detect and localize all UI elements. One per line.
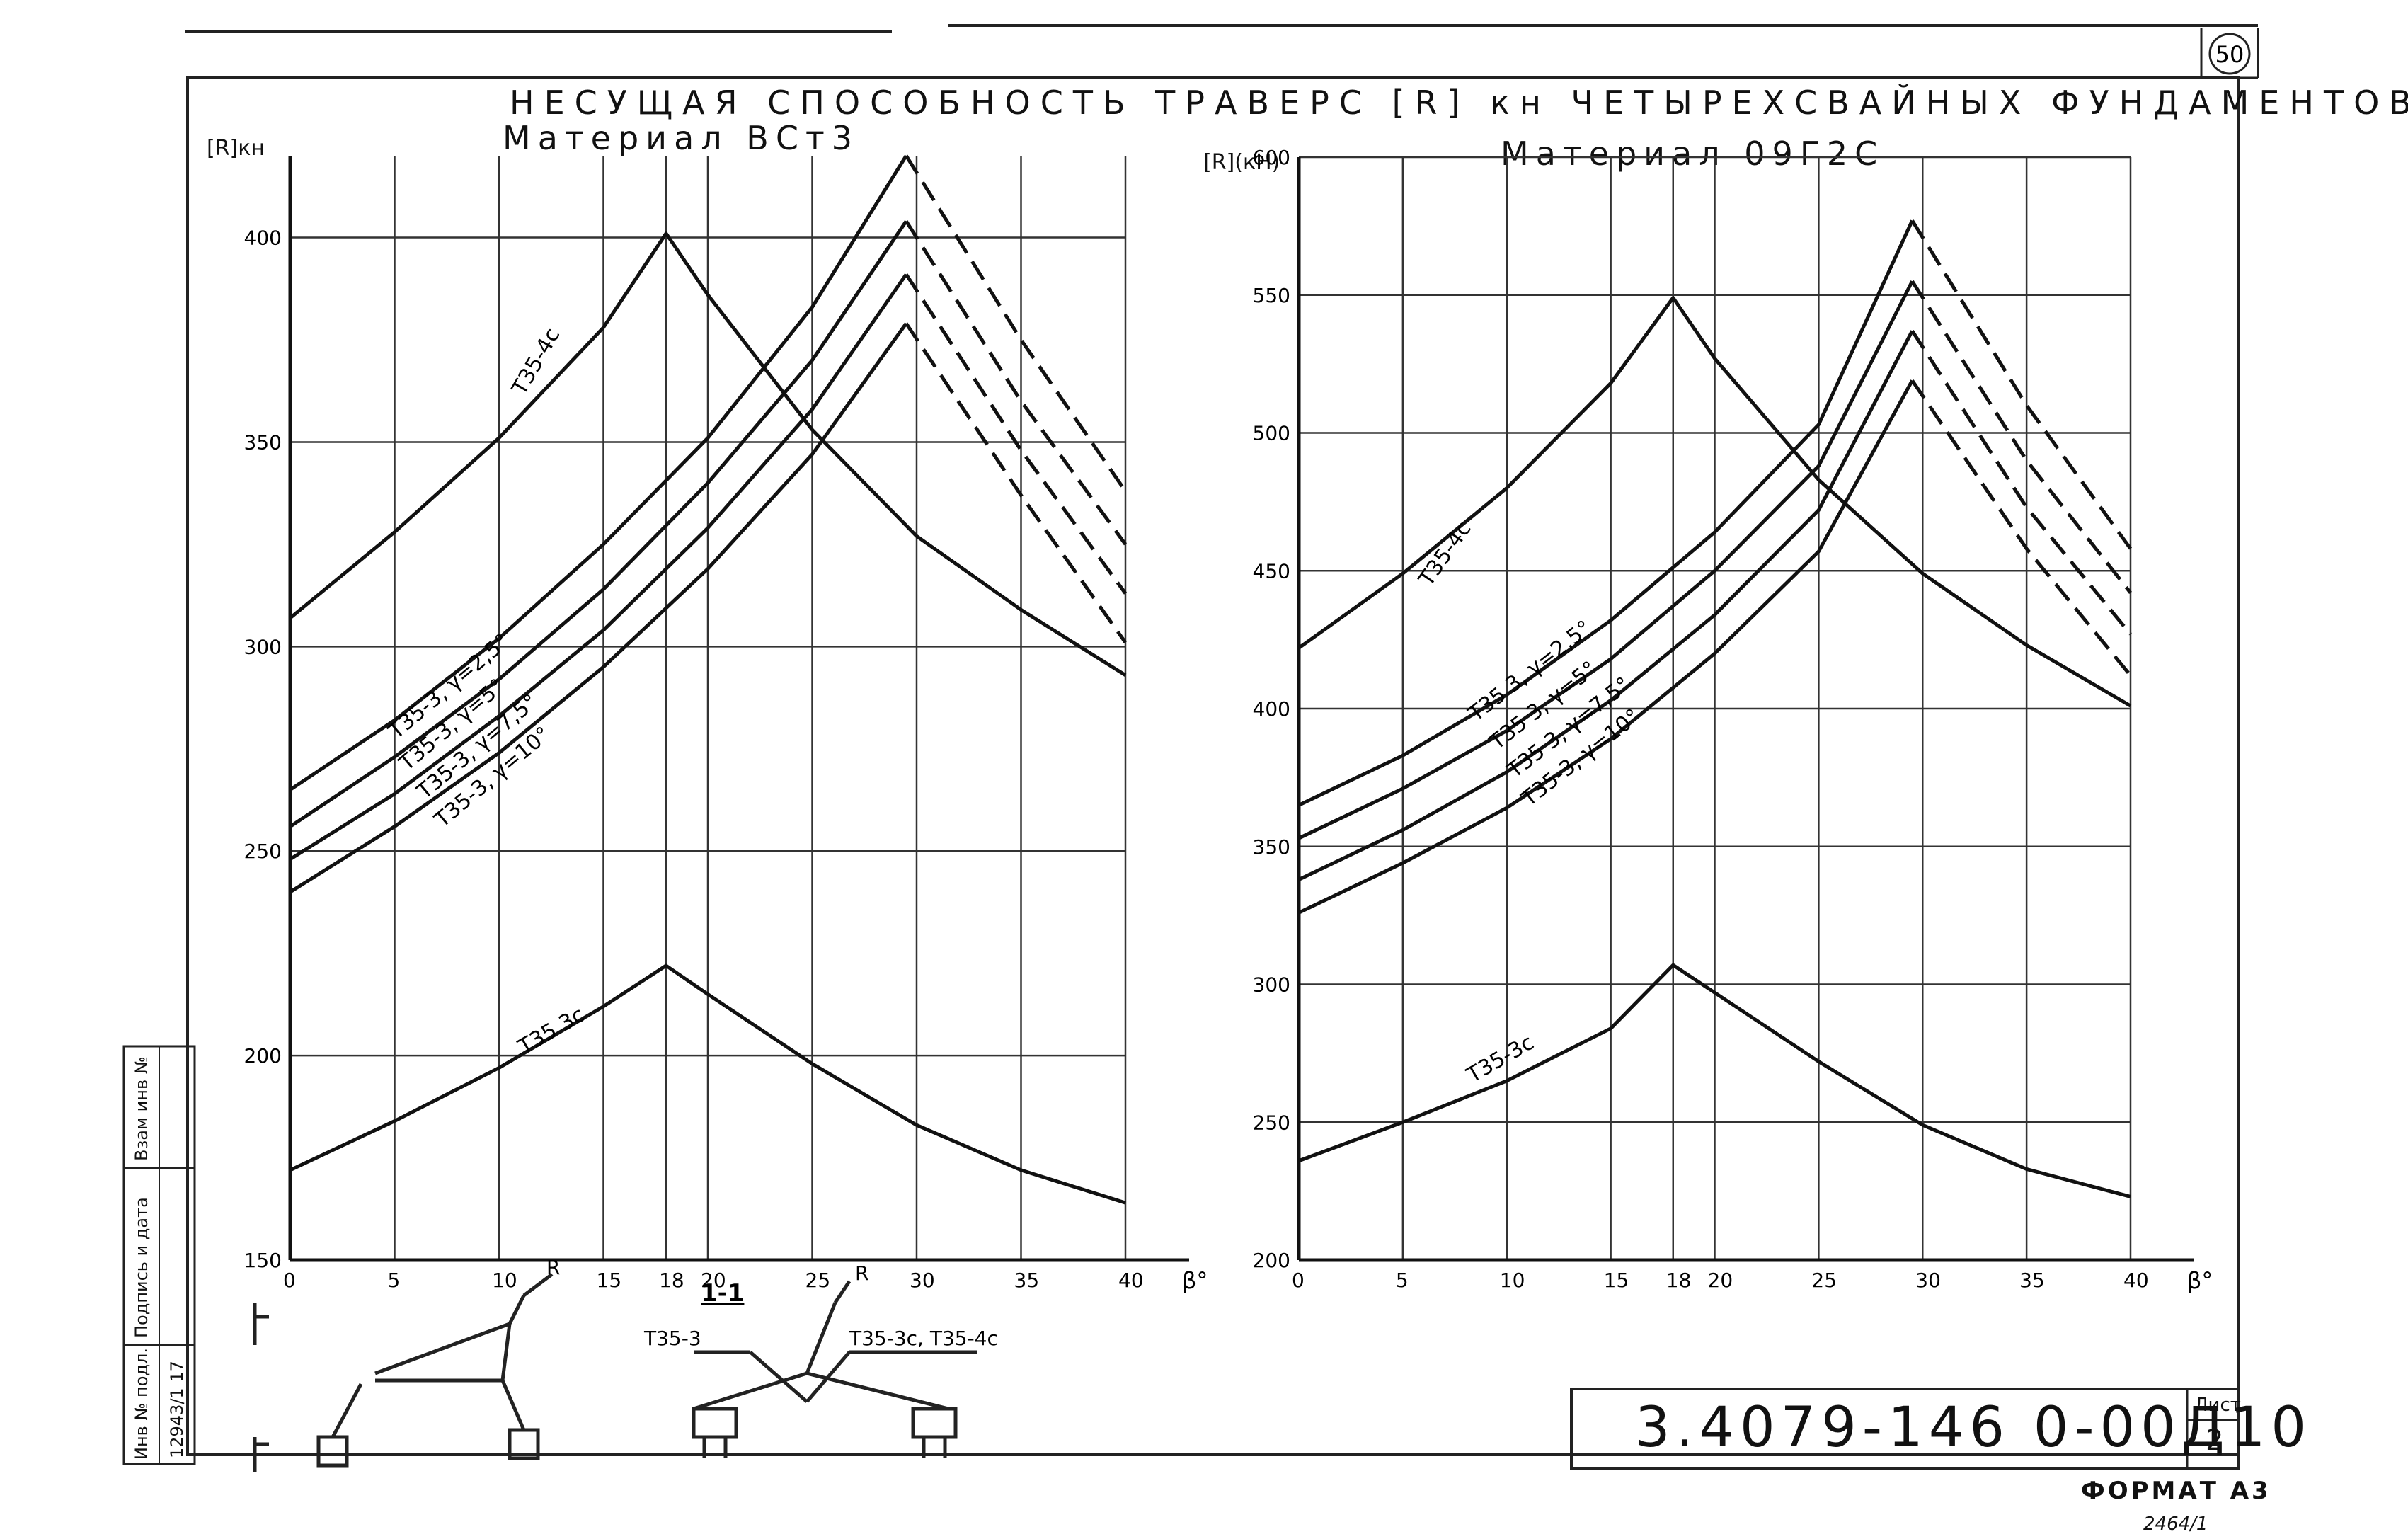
diagram-label-t35-3: Т35-3 [643,1327,701,1350]
document-code: 3.4079-146 0-00Д10 [1635,1396,2312,1460]
series-line-9 [1298,963,2131,1198]
y-tick-label: 300 [1253,973,1290,997]
series-line-0 [1297,296,2132,708]
series-line-5 [289,273,908,861]
y-tick-label: 250 [244,840,282,863]
chart-right-ylabel: [R](кН) [1203,150,1280,175]
x-tick-label: 30 [1915,1269,1941,1292]
x-tick-label: 35 [2019,1269,2045,1292]
bottom-note: 2464/1 [2143,1514,2208,1535]
y-tick-label: 600 [1253,146,1290,169]
series-line-1 [1297,219,1914,807]
stamp-field-sign: Подпись и дата [132,1197,151,1338]
y-tick-label: 250 [1253,1111,1290,1134]
y-tick-label: 350 [1253,835,1290,859]
x-tick-label: 35 [1014,1269,1040,1292]
series-line-3 [289,220,908,828]
sheet-title: НЕСУЩАЯ СПОСОБНОСТЬ ТРАВЕРС [R] кн ЧЕТЫР… [510,84,2408,122]
x-tick-label: 18 [1666,1269,1692,1292]
y-tick-label: 300 [244,635,282,658]
y-tick-label: 200 [244,1044,282,1068]
y-tick-label: 400 [244,227,282,250]
x-tick-label: 25 [805,1269,831,1292]
series-line-4 [1910,280,2132,594]
series-line-7 [1297,379,1914,915]
x-tick-label: 18 [659,1269,684,1292]
series-line-6 [1910,330,2132,636]
chart-left-title: Материал ВСт3 [503,119,860,157]
series-line-7 [289,322,908,894]
sheet-label: Лист [2194,1395,2241,1416]
chart-right-title: Материал 09Г2С [1501,135,1885,173]
x-tick-label: 0 [1292,1269,1305,1292]
series-line-9 [289,963,1126,1205]
x-axis-label: β° [1182,1267,1208,1294]
x-tick-label: 30 [910,1269,935,1292]
series-line-0 [289,231,1127,677]
page-mark-number: 50 [2215,41,2244,68]
series-line-3 [1297,280,1914,840]
x-tick-label: 20 [701,1269,726,1292]
section-label: 1-1 [701,1279,744,1308]
y-tick-label: 550 [1253,284,1290,307]
diagram-label-r1: R [546,1256,560,1279]
series-line-2 [905,154,1128,493]
x-tick-label: 10 [492,1269,517,1292]
y-tick-label: 500 [1253,422,1290,445]
y-tick-label: 150 [244,1249,282,1272]
x-tick-label: 5 [388,1269,401,1292]
x-axis-label: β° [2187,1267,2213,1294]
series-line-8 [1910,379,2132,677]
series-line-2 [1910,219,2133,550]
chart-1-grid [1297,156,2132,1261]
x-tick-label: 15 [597,1269,622,1292]
x-tick-label: 25 [1811,1269,1837,1292]
x-tick-label: 40 [1118,1269,1144,1292]
curve-label-t35-3c: Т35-3с [1462,1030,1538,1088]
x-tick-label: 10 [1500,1269,1525,1292]
x-tick-label: 40 [2123,1269,2149,1292]
series-line-5 [1297,330,1914,881]
curve-label-t35-4c: Т35-4с [1414,517,1476,591]
page-mark: 50 [2208,33,2251,75]
x-tick-label: 20 [1708,1269,1733,1292]
series-line-1 [289,154,908,791]
diagram-label-r2: R [855,1261,868,1285]
section-diagram: 1-1 Т35-3 Т35-3с, Т35-4с R R [253,1256,998,1472]
stamp-field-replace: Взам инв № [132,1056,151,1161]
stamp-value: 12943/1 17 [167,1361,187,1458]
series-line-6 [905,273,1128,595]
stamp-field-inv: Инв № подл. [132,1348,151,1460]
x-tick-label: 0 [283,1269,296,1292]
y-tick-label: 350 [244,430,282,454]
sheet-number: 2 [2206,1424,2224,1457]
chart-left-ylabel: [R]кн [207,136,265,161]
y-tick-label: 200 [1253,1249,1290,1272]
format-label: ФОРМАТ А3 [2081,1477,2271,1505]
diagram-label-t35-3c-4c: Т35-3с, Т35-4с [849,1327,998,1350]
y-tick-label: 450 [1253,559,1290,583]
x-tick-label: 5 [1396,1269,1409,1292]
y-tick-label: 400 [1253,697,1290,721]
series-line-8 [905,322,1128,644]
x-tick-label: 15 [1604,1269,1629,1292]
series-line-4 [905,220,1128,546]
